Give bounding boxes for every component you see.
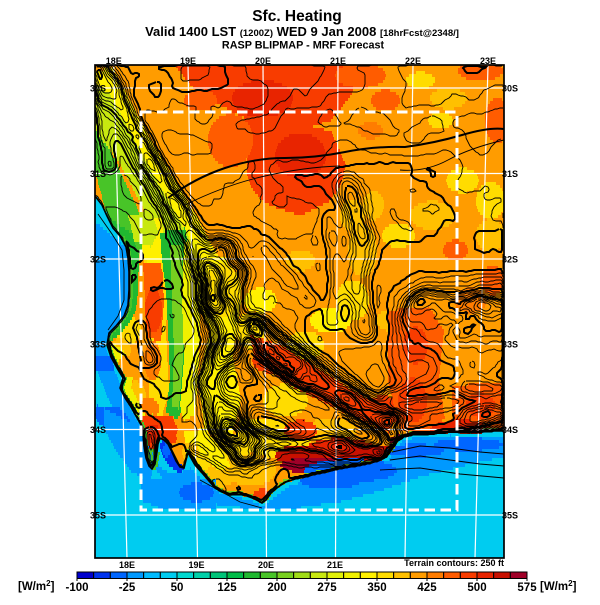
svg-text:32S: 32S xyxy=(90,255,106,265)
svg-text:350: 350 xyxy=(367,582,386,594)
svg-text:32S: 32S xyxy=(502,255,518,265)
svg-text:Terrain contours: 250 ft: Terrain contours: 250 ft xyxy=(404,558,504,568)
svg-text:34S: 34S xyxy=(90,425,106,435)
svg-text:50: 50 xyxy=(171,582,184,594)
svg-text:275: 275 xyxy=(317,582,337,594)
svg-text:34S: 34S xyxy=(502,425,518,435)
svg-text:31S: 31S xyxy=(502,169,518,179)
svg-text:35S: 35S xyxy=(90,511,106,521)
svg-text:18E: 18E xyxy=(106,56,122,66)
svg-text:[W/m2]: [W/m2] xyxy=(18,579,55,593)
svg-text:19E: 19E xyxy=(180,56,196,66)
svg-text:21E: 21E xyxy=(330,56,346,66)
svg-text:-25: -25 xyxy=(119,582,136,594)
svg-text:200: 200 xyxy=(267,582,286,594)
svg-text:30S: 30S xyxy=(502,84,518,94)
svg-text:23E: 23E xyxy=(480,56,496,66)
svg-text:33S: 33S xyxy=(90,340,106,350)
svg-text:20E: 20E xyxy=(255,56,271,66)
svg-text:33S: 33S xyxy=(502,340,518,350)
svg-text:-100: -100 xyxy=(65,582,88,594)
svg-text:[W/m2]: [W/m2] xyxy=(540,579,577,593)
svg-text:575: 575 xyxy=(517,582,537,594)
svg-text:18E: 18E xyxy=(119,560,135,570)
svg-text:22E: 22E xyxy=(405,56,421,66)
svg-text:Sfc. Heating: Sfc. Heating xyxy=(252,8,342,25)
svg-text:500: 500 xyxy=(467,582,486,594)
svg-text:35S: 35S xyxy=(502,511,518,521)
svg-text:20E: 20E xyxy=(258,560,274,570)
svg-text:30S: 30S xyxy=(90,84,106,94)
svg-text:125: 125 xyxy=(217,582,237,594)
svg-text:Valid 1400 LST (1200Z) WED 9 J: Valid 1400 LST (1200Z) WED 9 Jan 2008 [1… xyxy=(145,24,459,39)
svg-text:425: 425 xyxy=(417,582,437,594)
svg-text:RASP BLIPMAP - MRF Forecast: RASP BLIPMAP - MRF Forecast xyxy=(222,40,385,52)
svg-text:31S: 31S xyxy=(90,169,106,179)
svg-text:21E: 21E xyxy=(327,560,343,570)
svg-text:19E: 19E xyxy=(188,560,204,570)
